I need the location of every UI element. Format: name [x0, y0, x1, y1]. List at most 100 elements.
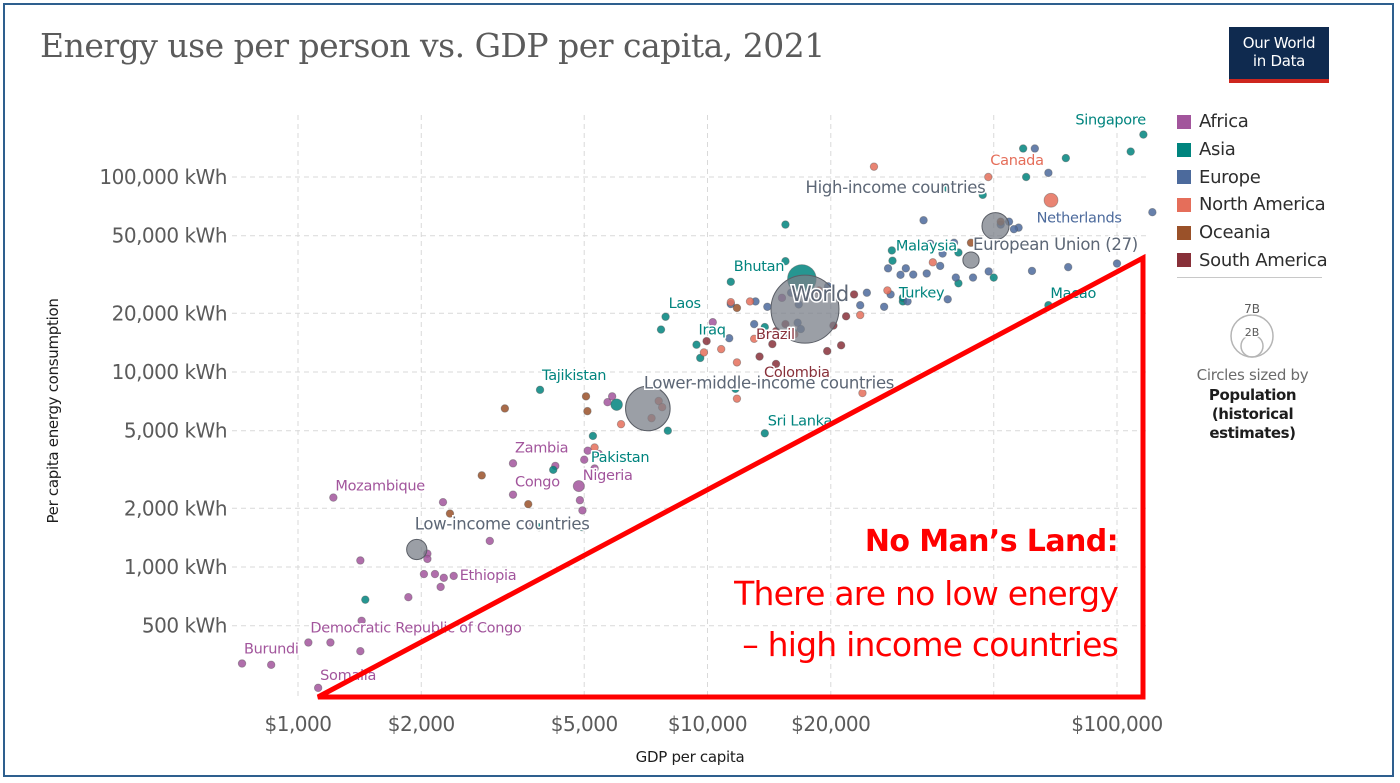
data-point-oceania — [524, 499, 533, 509]
legend-swatch — [1177, 170, 1191, 185]
aggregate-label: European Union (27) — [973, 235, 1138, 254]
point-label: Pakistan — [591, 450, 649, 466]
y-axis-title: Per capita energy consumption — [44, 298, 62, 523]
data-point-europe — [951, 273, 961, 282]
y-tick-label: 50,000 kWh — [112, 224, 227, 248]
data-point-asia — [535, 385, 545, 395]
data-point-asia — [760, 322, 769, 332]
legend-item-europe[interactable]: Europe — [1177, 163, 1327, 191]
data-point-asia — [1126, 147, 1135, 156]
data-point-asia — [888, 256, 897, 265]
data-point-asia — [726, 277, 736, 287]
annotation-line-1: There are no low energy — [734, 574, 1119, 613]
data-point-asia — [549, 465, 558, 475]
legend-swatch — [1177, 142, 1191, 157]
data-point-asia — [692, 340, 701, 349]
size-legend-caption: Circles sized by — [1196, 366, 1309, 384]
point-label: Turkey — [898, 285, 945, 301]
data-point-asia — [1021, 172, 1031, 182]
data-point-north-america — [869, 162, 879, 171]
data-point-asia — [781, 220, 790, 229]
legend-item-oceania[interactable]: Oceania — [1177, 219, 1327, 247]
aggregate-point — [981, 212, 1010, 241]
data-point-north-america — [732, 394, 742, 403]
legend-item-north-america[interactable]: North America — [1177, 191, 1327, 219]
data-point-europe — [922, 269, 931, 278]
size-variable-line-2: (historical — [1211, 405, 1294, 423]
data-point-europe — [763, 302, 772, 311]
annotation-heading: No Man’s Land: — [864, 524, 1119, 559]
data-point-africa — [266, 660, 276, 670]
x-tick-label: $100,000 — [1071, 712, 1162, 736]
legend-swatch — [1177, 114, 1191, 129]
data-point-europe — [862, 288, 872, 297]
data-point-asia — [978, 190, 987, 200]
point-label: Colombia — [764, 365, 830, 381]
data-point-south-america — [841, 312, 851, 321]
point-label: Mozambique — [335, 479, 425, 495]
data-point-asia — [731, 384, 740, 394]
y-tick-label: 2,000 kWh — [124, 496, 227, 520]
point-label: Canada — [990, 153, 1043, 169]
data-point-africa — [485, 536, 494, 546]
data-point-south-america — [822, 346, 832, 356]
data-point-africa — [607, 392, 617, 401]
data-point-oceania — [477, 471, 486, 480]
data-point-north-america — [858, 388, 867, 398]
point-label: Democratic Republic of Congo — [310, 621, 522, 637]
data-point-europe — [943, 295, 952, 304]
legend-label: Europe — [1199, 166, 1261, 188]
data-point-asia — [361, 595, 370, 604]
data-point-europe — [749, 319, 759, 329]
data-point-south-america — [768, 339, 777, 349]
data-point-asia — [1139, 130, 1148, 139]
data-point-europe — [879, 302, 889, 311]
point-labels: Mozambique Zambia Congo Nigeria Ethiopia Demo… — [243, 111, 1148, 685]
data-point-oceania — [445, 509, 455, 518]
data-point-europe — [909, 270, 918, 279]
data-point-europe — [1027, 266, 1037, 276]
data-point-europe — [725, 334, 734, 343]
chart-frame — [3, 3, 1394, 777]
legend-label: Oceania — [1199, 222, 1271, 244]
point-label: Singapore — [1075, 113, 1146, 129]
aggregate-point — [962, 251, 980, 269]
data-point-europe — [896, 270, 905, 280]
data-point-africa — [326, 638, 335, 647]
data-point-europe — [935, 261, 945, 271]
data-point-south-america — [759, 330, 768, 340]
annotation-line-2: – high income countries — [742, 625, 1119, 664]
point-label: Tajikistan — [541, 368, 606, 384]
x-tick-label: $2,000 — [388, 712, 455, 736]
legend-item-africa[interactable]: Africa — [1177, 108, 1327, 136]
data-point-north-america — [716, 344, 726, 354]
logo-line-1: Our World — [1242, 34, 1316, 52]
data-point-asia — [588, 431, 598, 441]
data-point-europe — [901, 264, 911, 273]
x-tick-label: $20,000 — [791, 712, 870, 736]
owid-logo[interactable]: Our World in Data — [1229, 27, 1329, 83]
x-tick-label: $10,000 — [668, 712, 747, 736]
size-variable-line-1: Population — [1208, 386, 1297, 404]
data-point-north-america — [616, 419, 626, 429]
legend-item-south-america[interactable]: South America — [1177, 246, 1328, 274]
legend-label: Asia — [1199, 139, 1236, 161]
data-point-asia — [942, 183, 951, 193]
aggregate-point — [406, 538, 428, 561]
data-point-africa — [603, 398, 612, 407]
data-point-europe — [926, 239, 935, 248]
data-point-africa — [590, 464, 599, 473]
point-label: Burundi — [244, 641, 299, 657]
data-point-south-america — [849, 290, 859, 299]
data-point-europe — [1009, 224, 1019, 234]
logo-line-2: in Data — [1252, 52, 1306, 70]
legend-item-asia[interactable]: Asia — [1177, 136, 1327, 164]
data-point-north-america — [856, 310, 865, 320]
legend-label: North America — [1199, 194, 1326, 216]
data-point-asia — [596, 452, 605, 461]
data-point-north-america — [984, 172, 993, 182]
data-point-asia — [577, 522, 587, 532]
y-tick-label: 1,000 kWh — [124, 555, 227, 579]
data-point-africa — [356, 647, 365, 656]
data-point-africa — [508, 459, 518, 468]
